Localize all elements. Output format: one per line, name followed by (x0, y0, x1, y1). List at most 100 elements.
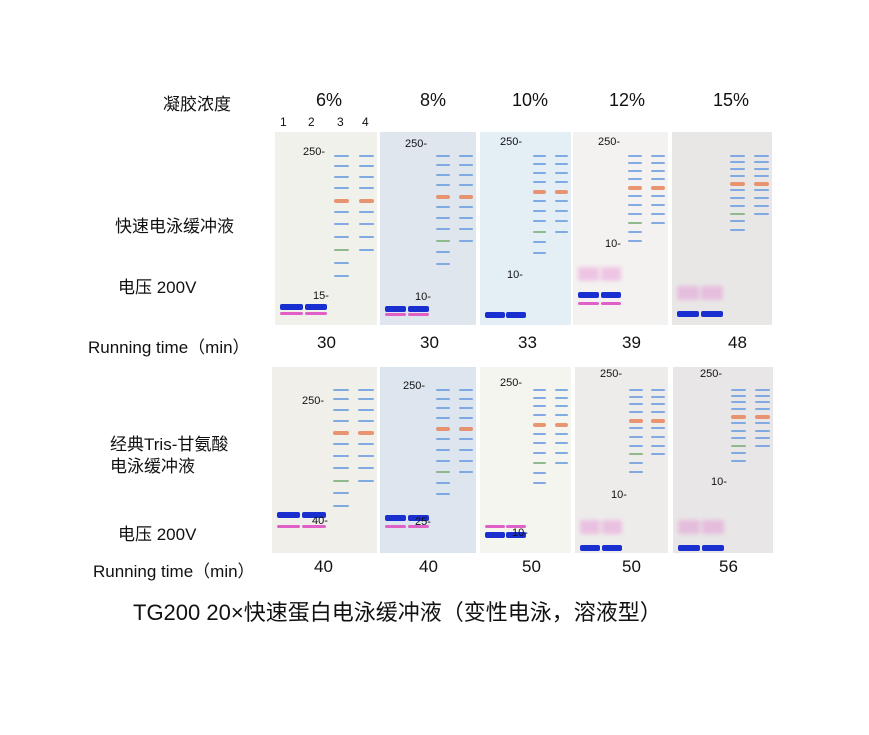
ladder-band (332, 443, 349, 446)
ladder-band (334, 210, 350, 213)
ladder-band (334, 186, 350, 189)
ladder-band (532, 155, 547, 158)
ladder-band (532, 200, 547, 203)
ladder-band (650, 203, 666, 206)
voltage-label-bottom: 电压 200V (118, 525, 197, 544)
ladder-band (731, 408, 746, 411)
ladder-band (435, 205, 451, 208)
gel-image (575, 367, 668, 553)
ladder-band (628, 427, 643, 430)
ladder-band (730, 189, 745, 192)
ladder-band (754, 167, 769, 170)
ladder-band (435, 417, 451, 420)
ladder-band (334, 274, 350, 277)
ladder-band (358, 389, 374, 392)
dye-band (277, 525, 301, 528)
ladder-band (358, 419, 374, 422)
ladder-band (458, 205, 474, 208)
running-time-value: 40 (419, 557, 438, 576)
ladder-band (458, 448, 474, 451)
ladder-band (532, 171, 547, 174)
ladder-band (628, 212, 643, 215)
ladder-band (554, 405, 569, 408)
dye-band (601, 545, 623, 551)
ladder-band (628, 403, 643, 406)
ladder-band (358, 398, 374, 401)
dye-band (600, 267, 622, 281)
dye-band (678, 520, 700, 534)
ladder-band (730, 196, 745, 199)
ladder-band (435, 389, 451, 392)
gel-image (275, 132, 377, 325)
marker-label: 40- (312, 515, 328, 527)
running-time-label-bottom: Running time（min） (93, 562, 255, 581)
ladder-band (755, 437, 770, 440)
voltage-label-top: 电压 200V (118, 278, 197, 297)
ladder-band (650, 212, 666, 215)
marker-label: 25- (415, 516, 431, 528)
dye-band (302, 525, 326, 528)
ladder-band (730, 228, 745, 231)
ladder-band (628, 444, 643, 447)
gel-image (573, 132, 668, 325)
ladder-band (532, 472, 547, 475)
ladder-band (435, 493, 451, 496)
ladder-band (731, 460, 746, 462)
ladder-band (628, 462, 643, 465)
ladder-band (730, 204, 745, 207)
ladder-band (458, 239, 474, 242)
dye-band (384, 306, 406, 312)
ladder-band (435, 437, 451, 440)
ladder-band (554, 452, 569, 455)
marker-label: 250- (405, 138, 428, 150)
ladder-band (628, 194, 643, 197)
ladder-band (554, 171, 569, 174)
dye-band (677, 311, 699, 317)
dye-band (601, 520, 623, 534)
ladder-band (651, 419, 666, 424)
ladder-band (554, 180, 569, 183)
dye-band (506, 525, 527, 528)
dye-band (407, 525, 429, 528)
ladder-band (332, 455, 349, 458)
ladder-band (532, 423, 547, 428)
ladder-band (730, 181, 745, 186)
dye-band (577, 302, 599, 305)
gel-image (480, 132, 571, 325)
ladder-band (532, 405, 547, 408)
ladder-band (435, 448, 451, 451)
classic-buffer-label: 经典Tris-甘氨酸 (110, 435, 229, 454)
ladder-band (532, 482, 547, 485)
ladder-band (334, 198, 350, 203)
ladder-band (754, 204, 769, 207)
ladder-band (554, 389, 569, 392)
ladder-band (332, 419, 349, 422)
ladder-band (730, 220, 745, 223)
ladder-band (650, 194, 666, 197)
ladder-band (332, 398, 349, 401)
marker-label: 250- (700, 368, 723, 380)
gel-image (380, 132, 476, 325)
dye-band (384, 515, 406, 521)
running-time-value: 39 (622, 333, 641, 352)
ladder-band (435, 228, 451, 231)
ladder-band (754, 155, 769, 158)
ladder-band (650, 221, 666, 224)
ladder-band (458, 437, 474, 440)
ladder-band (532, 162, 547, 165)
ladder-band (651, 453, 666, 456)
ladder-band (554, 210, 569, 213)
ladder-band (532, 442, 547, 445)
concentration-12: 12% (609, 90, 646, 110)
dye-band (280, 312, 303, 315)
ladder-band (435, 470, 451, 473)
dye-band (677, 286, 699, 300)
ladder-band (358, 164, 374, 167)
ladder-band (554, 423, 569, 428)
ladder-band (532, 241, 547, 244)
ladder-band (628, 155, 643, 158)
marker-label: 250- (500, 377, 523, 389)
ladder-band (435, 216, 451, 219)
marker-label: 250- (303, 146, 326, 158)
